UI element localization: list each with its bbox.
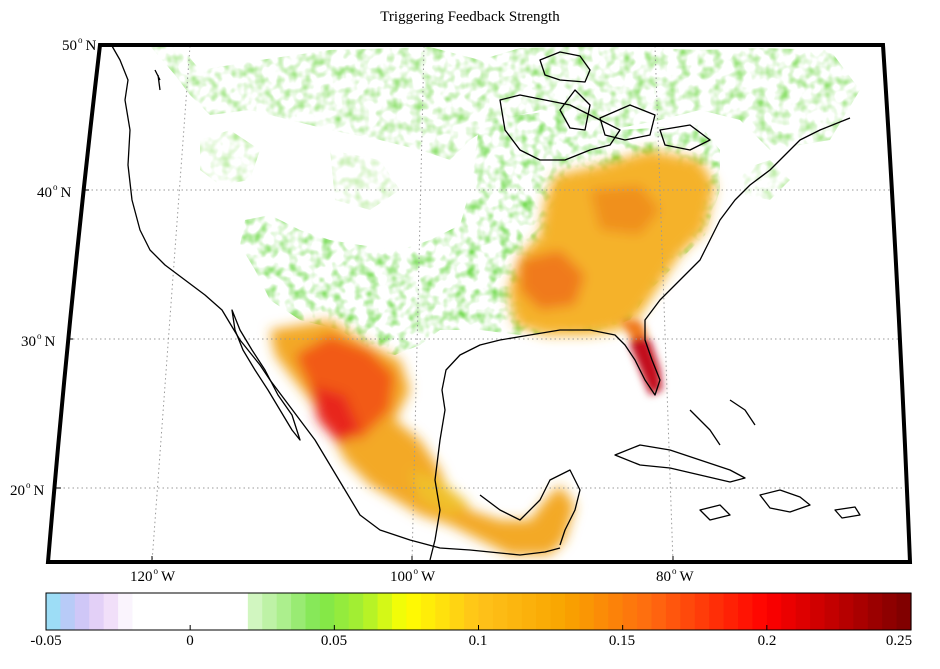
- map-frame: [45, 43, 913, 564]
- colorbar-cell: [882, 593, 898, 630]
- colorbar-cell: [810, 593, 826, 630]
- colorbar-cell: [190, 593, 206, 630]
- colorbar-cell: [694, 593, 710, 630]
- colorbar-cell: [795, 593, 811, 630]
- colorbar-cell: [507, 593, 523, 630]
- colorbar-cell: [219, 593, 235, 630]
- colorbar-tick-label: 0.05: [320, 633, 348, 649]
- graticule: [50, 45, 908, 562]
- colorbar-cell: [406, 593, 422, 630]
- colorbar-cell: [824, 593, 840, 630]
- colorbar-cell: [377, 593, 393, 630]
- lat-label-50n: 50o N: [62, 35, 97, 54]
- colorbar-cell: [233, 593, 249, 630]
- colorbar-tick-label: -0.05: [30, 633, 62, 649]
- colorbar-cell: [348, 593, 364, 630]
- colorbar-cell: [276, 593, 292, 630]
- colorbar-cell: [709, 593, 725, 630]
- colorbar-tick-label: 0.25: [885, 633, 913, 649]
- colorbar-tick-label: 0.15: [608, 633, 636, 649]
- colorbar-cell: [838, 593, 854, 630]
- colorbar-cell: [175, 593, 191, 630]
- colorbar-cell: [680, 593, 696, 630]
- orange-feedback-field: [270, 150, 715, 555]
- lat-label-40n: 40o N: [37, 182, 72, 201]
- colorbar-cell: [103, 593, 119, 630]
- map-title: Triggering Feedback Strength: [380, 9, 560, 25]
- colorbar-cell: [262, 593, 278, 630]
- colorbar-cell: [46, 593, 62, 630]
- colorbar-cell: [89, 593, 105, 630]
- colorbar-cell: [420, 593, 436, 630]
- colorbar-cell: [363, 593, 379, 630]
- colorbar-cell: [622, 593, 638, 630]
- colorbar-cell: [449, 593, 465, 630]
- colorbar-cells: [46, 593, 912, 630]
- colorbar-cell: [738, 593, 754, 630]
- lat-label-30n: 30o N: [21, 331, 56, 350]
- colorbar-cell: [118, 593, 134, 630]
- colorbar-cell: [204, 593, 220, 630]
- colorbar-cell: [521, 593, 537, 630]
- colorbar-cell: [492, 593, 508, 630]
- lon-label-120w: 120o W: [130, 566, 176, 585]
- colorbar-cell: [161, 593, 177, 630]
- colorbar-cell: [435, 593, 451, 630]
- colorbar-cell: [60, 593, 76, 630]
- colorbar-cell: [752, 593, 768, 630]
- colorbar-cell: [608, 593, 624, 630]
- colorbar-cell: [291, 593, 307, 630]
- colorbar-tick-label: 0.1: [468, 633, 488, 649]
- lon-label-80w: 80o W: [656, 566, 694, 585]
- colorbar-cell: [536, 593, 552, 630]
- colorbar-cell: [766, 593, 782, 630]
- colorbar-cell: [319, 593, 335, 630]
- colorbar-cell: [637, 593, 653, 630]
- colorbar-cell: [665, 593, 681, 630]
- colorbar-cell: [74, 593, 90, 630]
- colorbar-cell: [723, 593, 739, 630]
- colorbar-cell: [781, 593, 797, 630]
- colorbar-cell: [896, 593, 912, 630]
- colorbar-ticks: [45, 625, 912, 630]
- colorbar-cell: [392, 593, 408, 630]
- coastlines: [111, 45, 861, 561]
- colorbar-cell: [550, 593, 566, 630]
- colorbar-tick-label: 0: [186, 633, 194, 649]
- colorbar-tick-label: 0.2: [757, 633, 777, 649]
- frame-ticks: [55, 45, 674, 562]
- colorbar-cell: [565, 593, 581, 630]
- colorbar-cell: [305, 593, 321, 630]
- colorbar-cell: [853, 593, 869, 630]
- colorbar-cell: [132, 593, 148, 630]
- colorbar-cell: [247, 593, 263, 630]
- florida-high-feedback: [620, 320, 662, 395]
- colorbar-cell: [593, 593, 609, 630]
- lat-label-20n: 20o N: [10, 480, 45, 499]
- colorbar-cell: [579, 593, 595, 630]
- colorbar-cell: [146, 593, 162, 630]
- lon-label-100w: 100o W: [390, 566, 436, 585]
- colorbar-cell: [464, 593, 480, 630]
- colorbar-cell: [334, 593, 350, 630]
- colorbar-cell: [478, 593, 494, 630]
- colorbar-cell: [651, 593, 667, 630]
- colorbar-cell: [867, 593, 883, 630]
